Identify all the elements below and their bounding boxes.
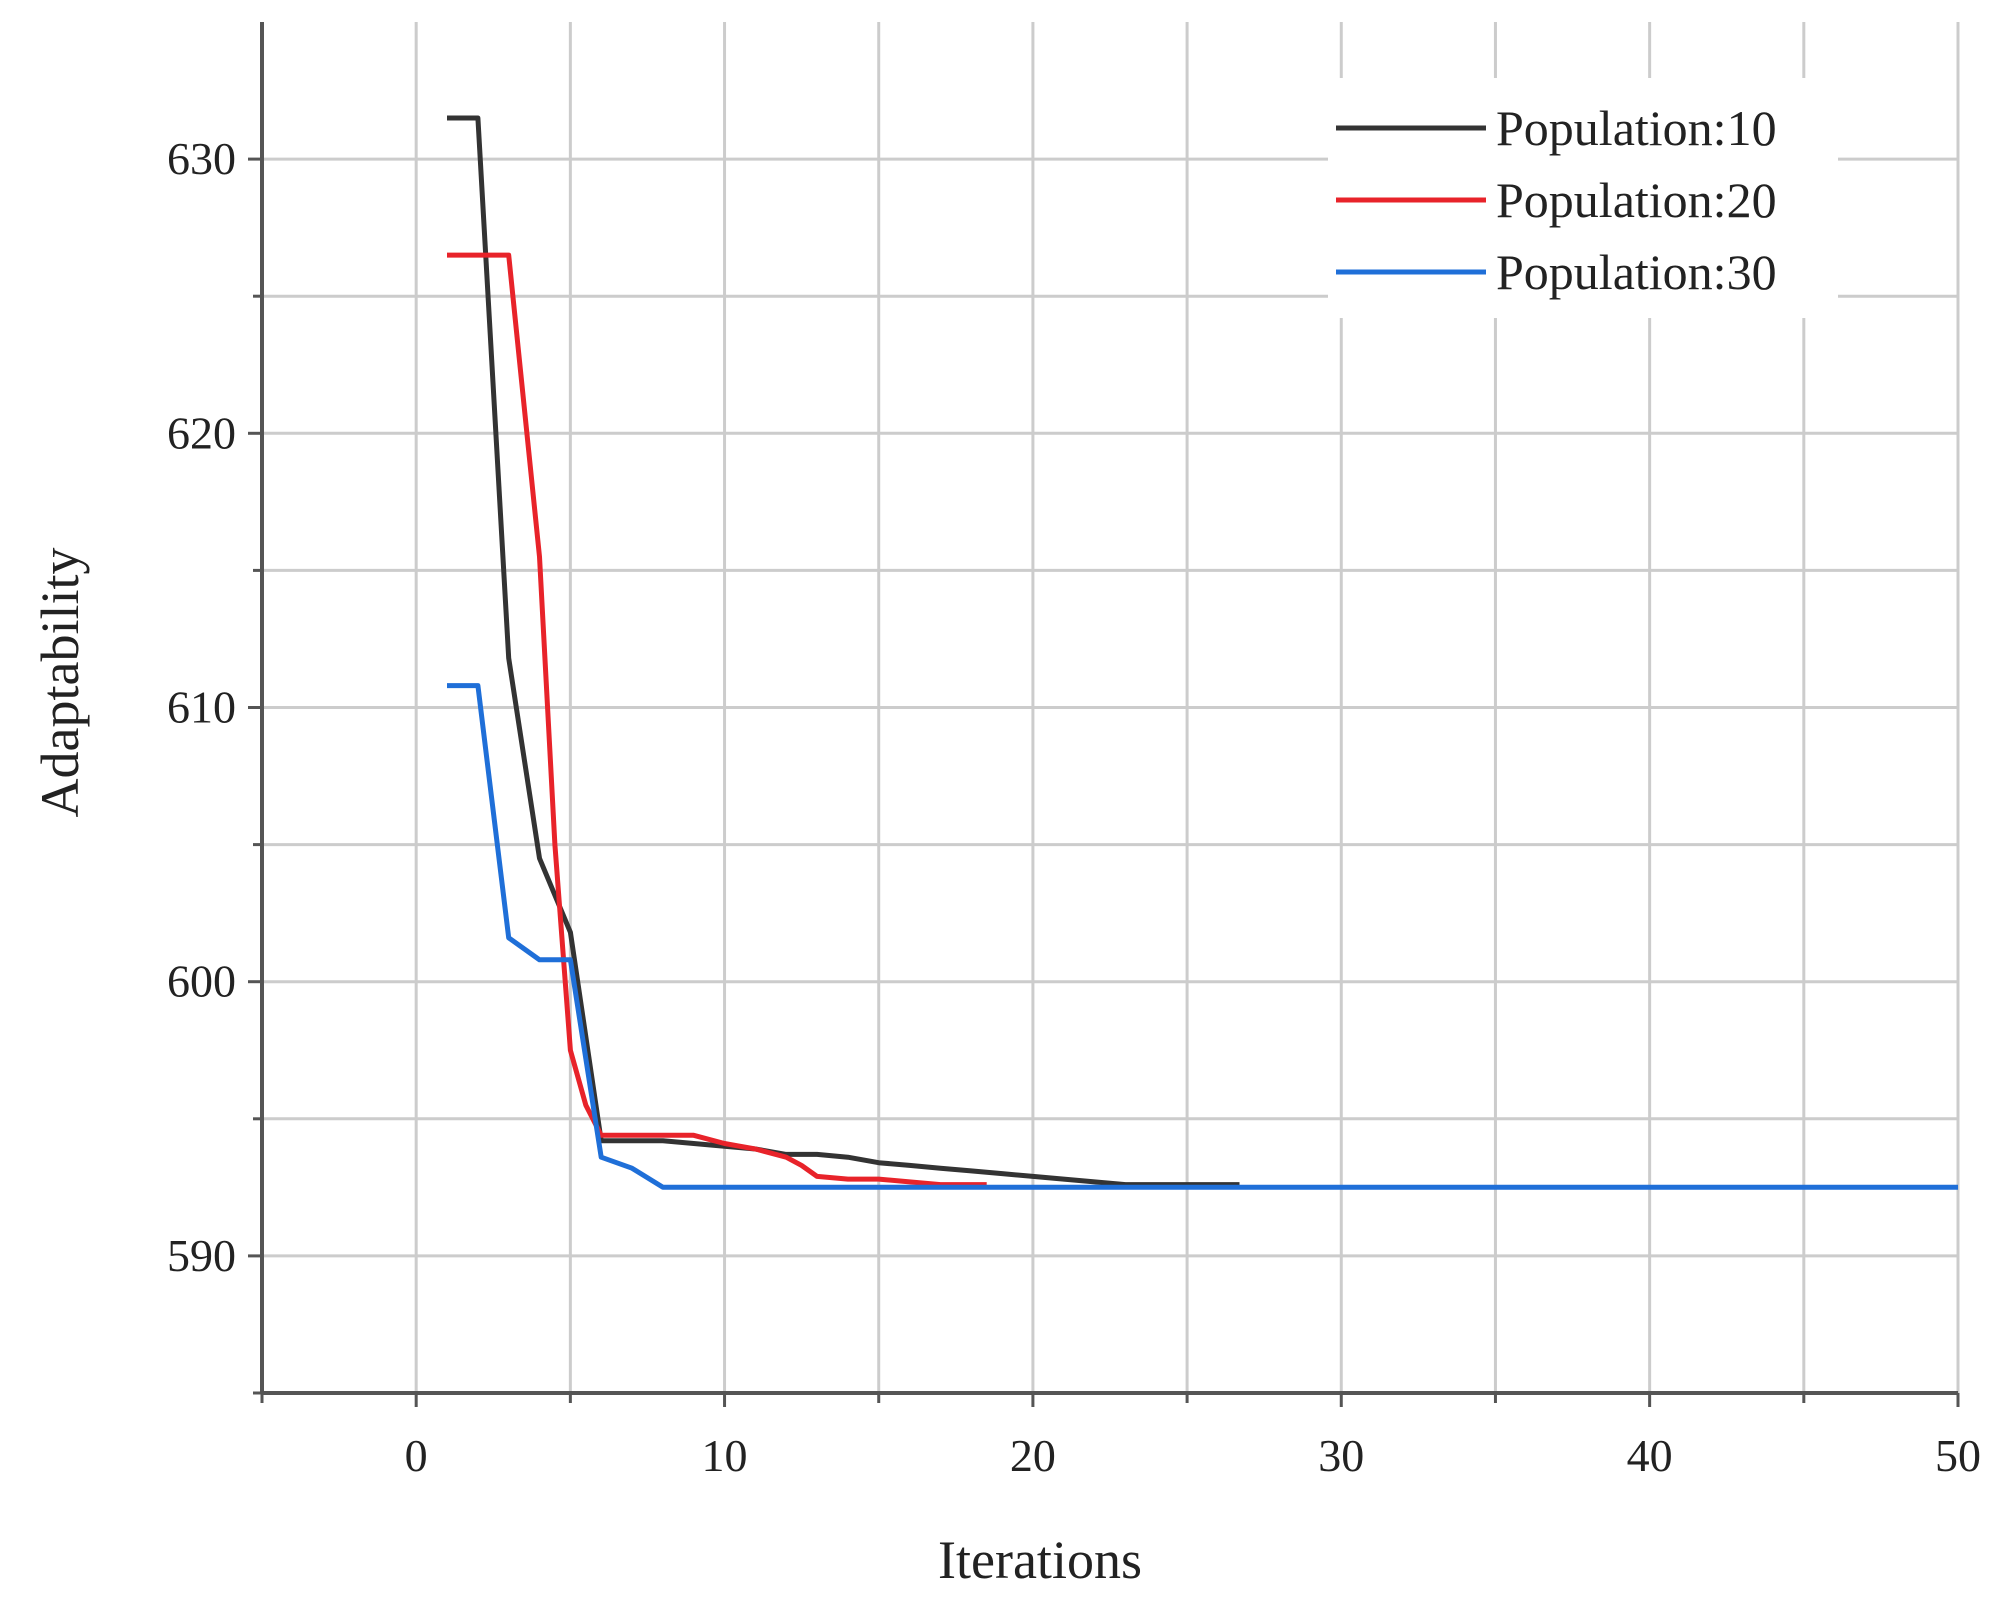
y-tick-label-630: 630 (167, 133, 236, 184)
x-axis-title: Iterations (938, 1530, 1142, 1590)
legend-label-3: Population:30 (1496, 244, 1777, 300)
axis-labels: Iterations Adaptability (30, 548, 1142, 1590)
legend: Population:10 Population:20 Population:30 (1328, 78, 1838, 318)
legend-label-2: Population:20 (1496, 172, 1777, 228)
x-tick-label-20: 20 (1010, 1430, 1056, 1481)
x-tick-label-0: 0 (405, 1430, 428, 1481)
y-tick-label-600: 600 (167, 956, 236, 1007)
y-tick-label-590: 590 (167, 1230, 236, 1281)
axes: 590 600 610 620 630 0 10 20 30 40 50 (167, 22, 1981, 1481)
series-line-3 (447, 683, 1958, 1190)
legend-label-1: Population:10 (1496, 100, 1777, 156)
series-lines (447, 115, 1958, 1190)
series-line-2 (447, 252, 987, 1188)
series-line-1 (447, 115, 1240, 1188)
x-tick-label-40: 40 (1627, 1430, 1673, 1481)
y-axis-title: Adaptability (30, 548, 90, 818)
x-tick-label-30: 30 (1318, 1430, 1364, 1481)
x-tick-label-10: 10 (702, 1430, 748, 1481)
y-tick-label-610: 610 (167, 682, 236, 733)
y-tick-label-620: 620 (167, 407, 236, 458)
x-tick-label-50: 50 (1935, 1430, 1981, 1481)
